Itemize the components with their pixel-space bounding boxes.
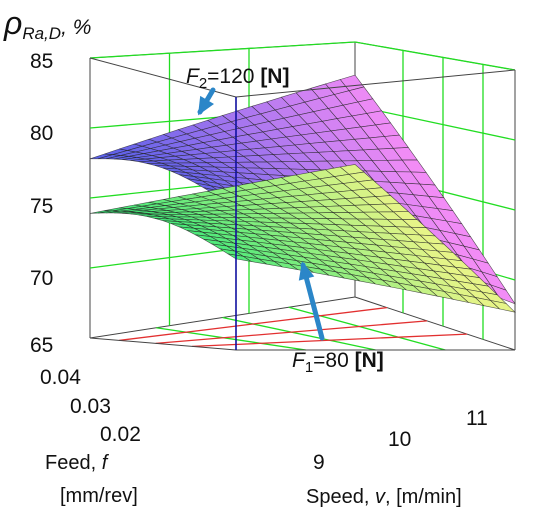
feed-tick-label: 0.03 <box>70 395 111 418</box>
feed-tick-label: 0.02 <box>100 423 141 446</box>
floor-grid-line <box>288 306 446 351</box>
series-label-f2: F2=120 [N] <box>186 65 289 92</box>
surface-cell <box>489 284 516 305</box>
z-tick-label: 75 <box>30 195 53 218</box>
speed-tick-label: 11 <box>466 407 488 430</box>
floor-grid-line <box>155 320 428 345</box>
speed-axis-label: Speed, v, [m/min] <box>306 486 462 508</box>
floor-grid-lines <box>119 306 468 348</box>
z-tick-label: 65 <box>30 334 53 357</box>
surfaces-layer <box>89 74 516 313</box>
z-tick-label: 85 <box>30 50 53 73</box>
floor-grid-line <box>119 306 388 342</box>
floor-grid-line <box>192 333 468 348</box>
top-front-edge <box>235 69 516 98</box>
arrow-f2-head <box>198 95 214 116</box>
series-label-f1: F1=80 [N] <box>292 349 384 376</box>
floor-grid-line <box>156 327 306 351</box>
feed-axis-unit: [mm/rev] <box>60 485 138 507</box>
floor-front-edge <box>89 337 237 351</box>
z-axis-title: ρRa,D, % <box>3 5 91 43</box>
floor-back-edge <box>354 296 516 351</box>
speed-tick-label: 9 <box>313 451 325 474</box>
feed-axis-label: Feed, f <box>45 452 110 474</box>
feed-tick-label: 0.04 <box>40 366 81 389</box>
wall-grid-line <box>89 41 516 71</box>
arrow-f1-head <box>298 261 315 281</box>
speed-tick-label: 10 <box>388 428 411 451</box>
z-tick-label: 80 <box>30 122 53 145</box>
z-tick-label: 70 <box>30 267 53 290</box>
surface-f1 <box>89 164 516 313</box>
floor-grid-line <box>222 316 376 351</box>
surface-cell <box>489 300 516 313</box>
annotation-arrows <box>197 87 325 341</box>
